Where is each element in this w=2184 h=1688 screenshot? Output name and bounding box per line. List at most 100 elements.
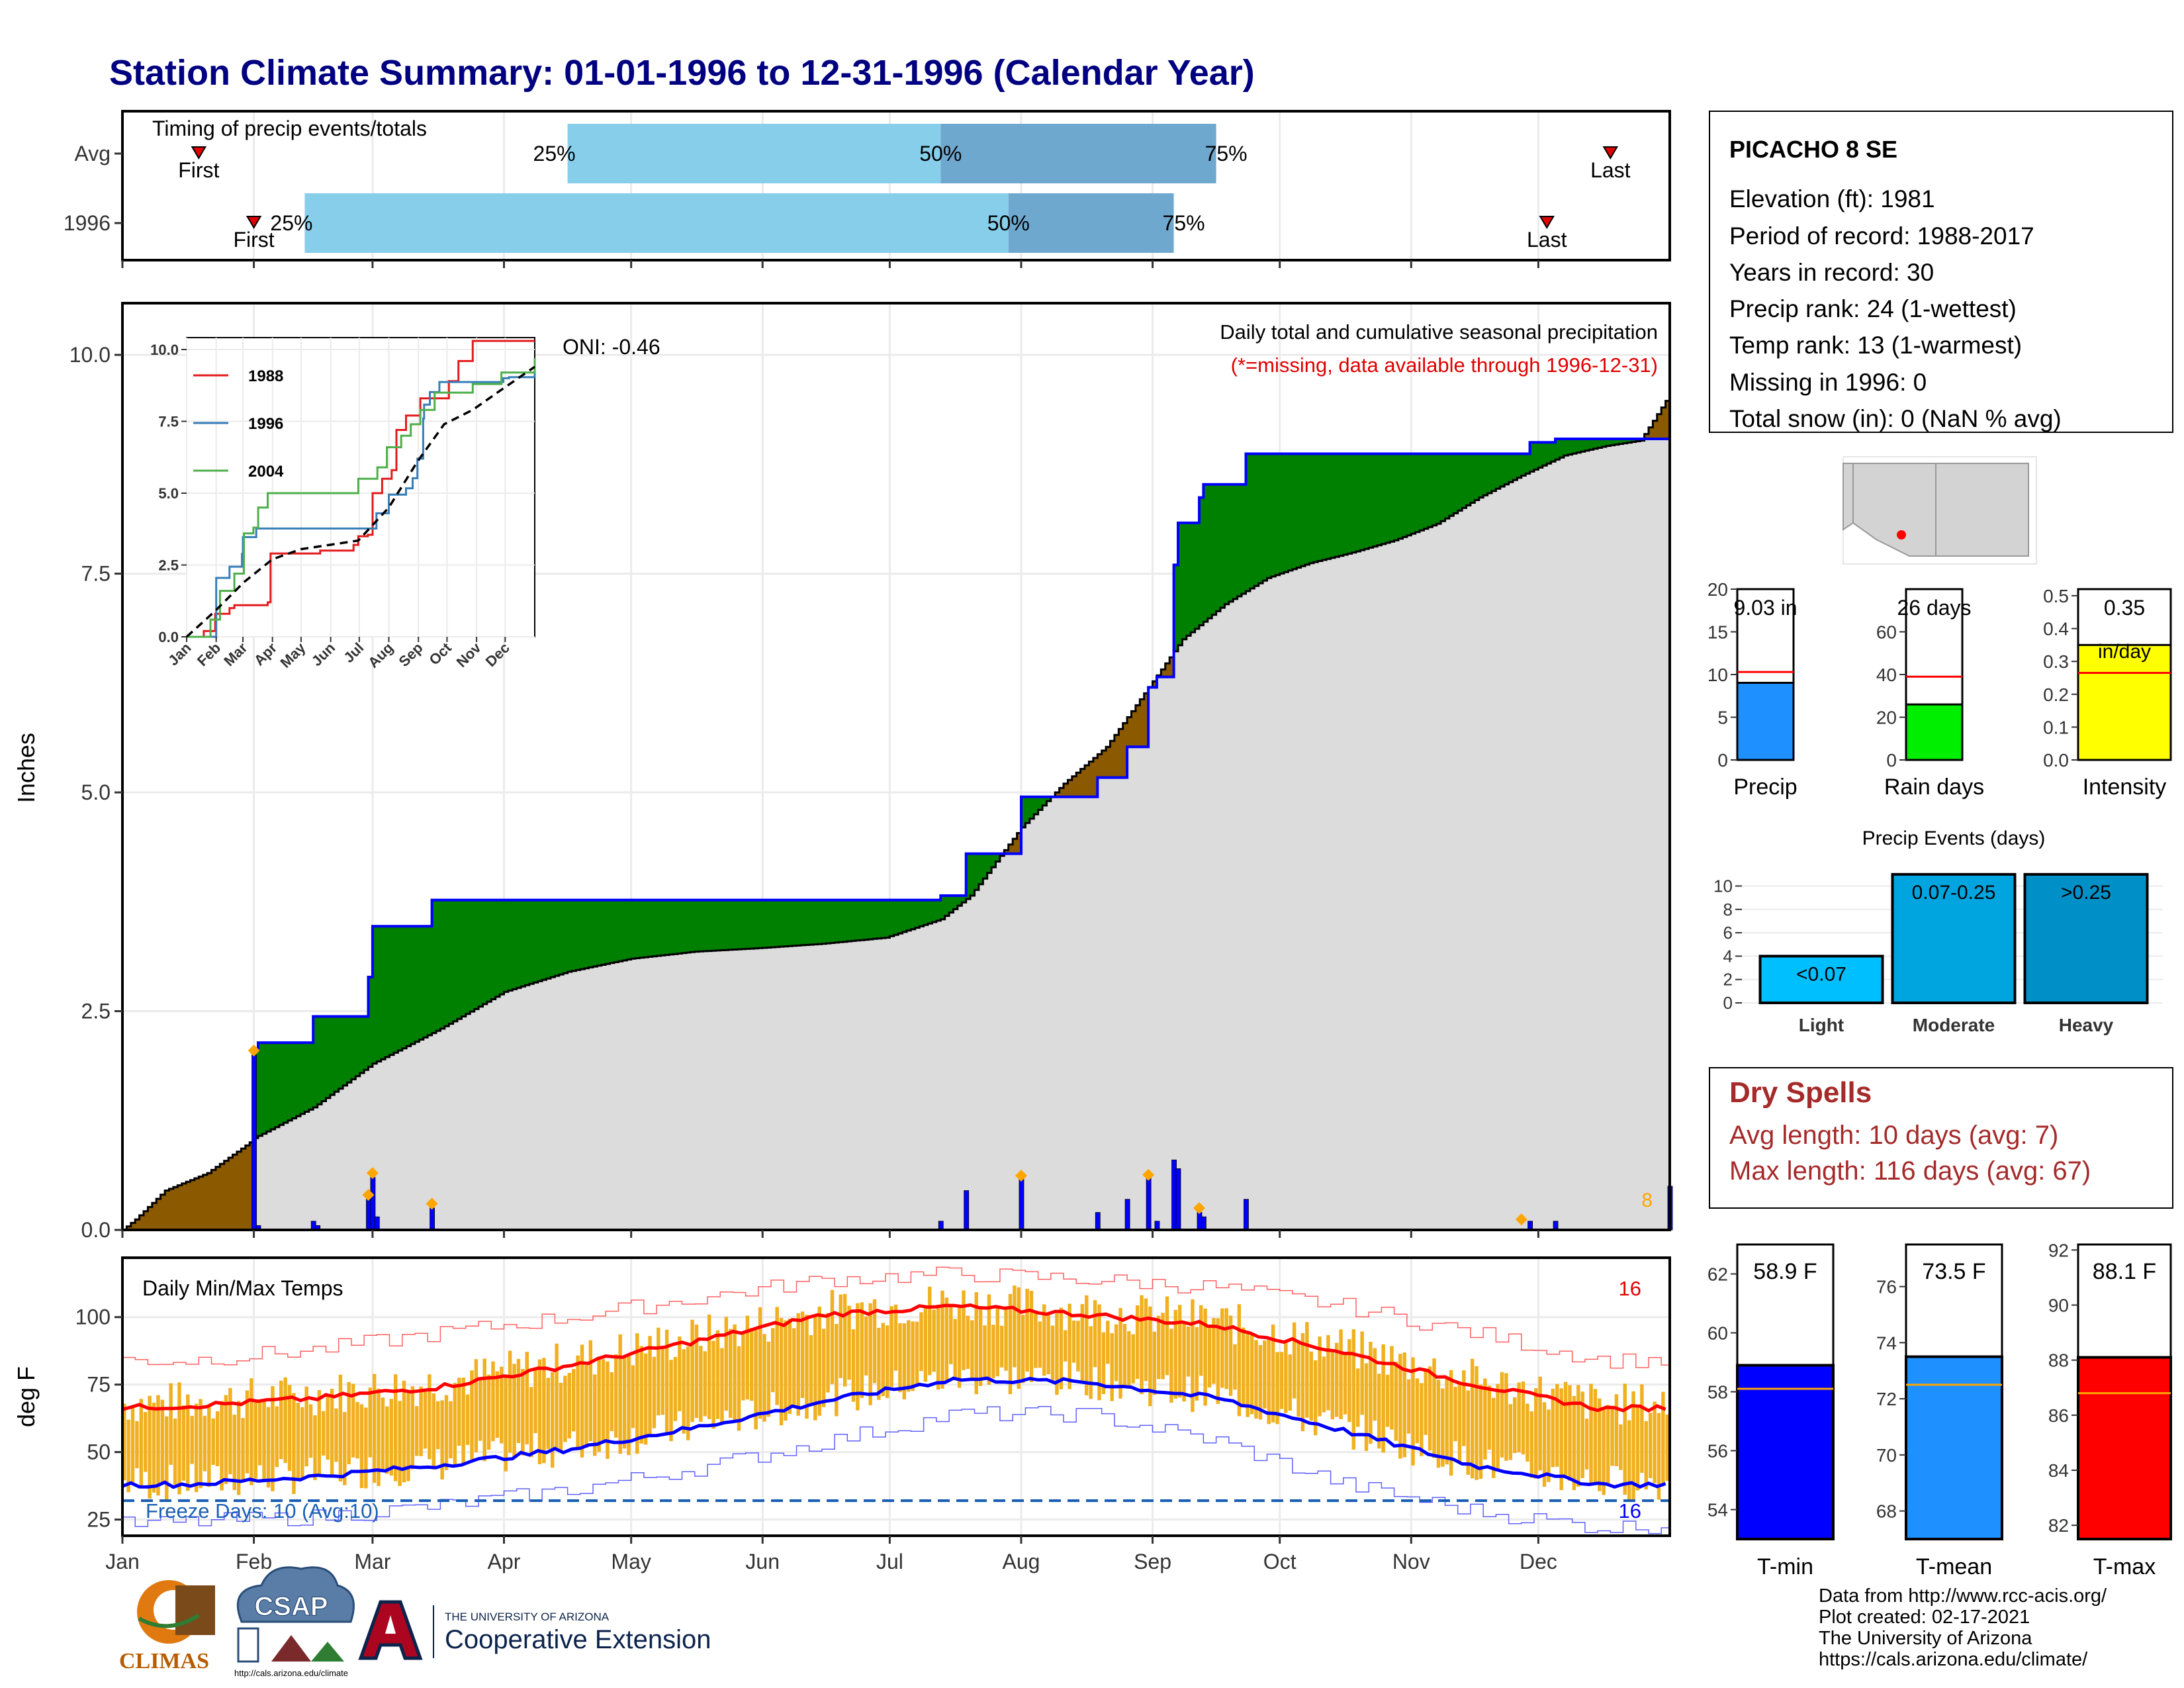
above-normal-fill <box>881 900 886 939</box>
timing-q75-label: 75% <box>1163 211 1205 235</box>
extreme-precip-marker <box>366 1167 379 1180</box>
daily-temp-bar <box>139 1399 144 1486</box>
above-normal-fill <box>1334 453 1340 557</box>
precip-stat-ytick-label: 0.4 <box>2043 619 2069 639</box>
above-normal-fill <box>1589 438 1594 450</box>
below-normal-fill <box>135 1219 140 1230</box>
daily-temp-bar <box>690 1319 694 1423</box>
timing-bar-q25-q50 <box>304 193 1009 253</box>
above-normal-fill <box>406 926 412 1047</box>
daily-temp-bar <box>1381 1344 1385 1453</box>
daily-temp-bar <box>1614 1394 1619 1467</box>
daily-temp-bar <box>1555 1383 1559 1467</box>
daily-temp-bar <box>1411 1357 1415 1466</box>
daily-temp-bar <box>1135 1305 1140 1380</box>
daily-temp-bar <box>1106 1321 1110 1364</box>
above-normal-fill <box>1466 453 1471 506</box>
above-normal-fill <box>1195 522 1200 629</box>
daily-temp-bar <box>1059 1307 1064 1389</box>
below-normal-fill <box>1169 657 1175 677</box>
below-normal-fill <box>1097 754 1103 778</box>
daily-temp-bar <box>1080 1303 1085 1384</box>
daily-temp-bar <box>529 1387 533 1458</box>
daily-temp-bar <box>491 1361 495 1442</box>
below-normal-fill <box>152 1203 157 1230</box>
station-temp-rank: Temp rank: 13 (1-warmest) <box>1729 332 2022 359</box>
daily-temp-bar <box>898 1323 902 1393</box>
daily-temp-bar <box>199 1399 203 1489</box>
daily-temp-bar <box>728 1329 733 1418</box>
daily-temp-bar <box>1297 1342 1300 1417</box>
below-normal-fill <box>1093 757 1098 797</box>
above-normal-fill <box>1309 453 1314 563</box>
daily-temp-bar <box>423 1391 428 1449</box>
daily-precip-bar <box>1201 1216 1206 1231</box>
temp-stat-bar <box>1905 1355 2003 1541</box>
daily-temp-bar <box>1101 1332 1106 1394</box>
daily-temp-bar <box>1563 1382 1568 1477</box>
daily-temp-bar <box>678 1336 682 1411</box>
above-normal-fill <box>1610 438 1615 445</box>
above-normal-fill <box>1483 453 1488 496</box>
temp-ytick-label: 100 <box>75 1305 111 1329</box>
above-normal-fill <box>414 926 420 1042</box>
below-normal-fill <box>148 1207 153 1230</box>
daily-temp-bar <box>1377 1374 1381 1449</box>
daily-temp-bar <box>1279 1352 1284 1409</box>
station-missing: Missing in 1996: 0 <box>1729 369 1927 396</box>
daily-temp-bar <box>148 1395 152 1499</box>
daily-temp-bar <box>156 1395 160 1496</box>
above-normal-fill <box>355 1016 361 1076</box>
daily-temp-bar <box>245 1390 250 1474</box>
above-normal-fill <box>1258 453 1263 584</box>
above-normal-fill <box>622 900 627 961</box>
daily-temp-bar <box>406 1389 410 1481</box>
precip-events-ytick-label: 6 <box>1723 923 1733 943</box>
above-normal-fill <box>690 900 696 953</box>
above-normal-fill <box>322 1016 327 1102</box>
daily-temp-bar <box>1610 1405 1614 1466</box>
above-normal-fill <box>1436 453 1441 524</box>
above-normal-fill <box>775 900 780 947</box>
daily-precip-bar <box>1146 1177 1152 1231</box>
below-normal-fill <box>199 1176 204 1230</box>
daily-temp-bar <box>1390 1346 1394 1430</box>
daily-temp-bar <box>1653 1401 1657 1483</box>
above-normal-fill <box>266 1043 271 1132</box>
below-normal-fill <box>1101 750 1107 778</box>
below-normal-fill <box>173 1187 178 1230</box>
above-normal-fill <box>1508 453 1514 483</box>
below-normal-fill <box>1135 705 1140 747</box>
daily-temp-bar <box>1182 1323 1186 1402</box>
daily-temp-bar <box>1420 1383 1424 1456</box>
daily-temp-bar <box>715 1330 720 1419</box>
station-precip-rank: Precip rank: 24 (1-wettest) <box>1729 295 2017 322</box>
above-normal-fill <box>1373 453 1378 547</box>
daily-temp-bar <box>1195 1327 1199 1401</box>
temp-stat-ytick-label: 82 <box>2048 1515 2069 1536</box>
temp-ytick-label: 75 <box>87 1373 111 1397</box>
daily-temp-bar <box>1114 1324 1118 1382</box>
observed-cumulative-line <box>122 438 1670 1231</box>
above-normal-fill <box>1263 453 1268 581</box>
above-normal-fill <box>699 900 704 952</box>
daily-temp-bar <box>389 1399 393 1476</box>
above-normal-fill <box>889 900 895 937</box>
daily-temp-bar <box>720 1348 724 1425</box>
daily-temp-bar <box>1326 1335 1330 1411</box>
above-normal-fill <box>750 900 755 949</box>
daily-temp-bar <box>893 1304 898 1371</box>
daily-temp-bar <box>809 1335 813 1403</box>
csap-logo: CSAP http://cals.arizona.edu/climate <box>234 1566 355 1678</box>
temp-stat-value: 88.1 F <box>2093 1259 2156 1284</box>
daily-temp-bar <box>1169 1329 1173 1403</box>
daily-temp-bar <box>1351 1329 1356 1450</box>
above-normal-fill <box>660 900 666 956</box>
below-normal-fill <box>220 1164 225 1230</box>
above-normal-fill <box>1534 442 1539 470</box>
timing-bar-q25-q50 <box>567 124 941 183</box>
daily-temp-bar <box>440 1400 444 1479</box>
daily-temp-bar <box>660 1348 664 1415</box>
credits-line-3: The University of Arizona <box>1819 1628 2032 1649</box>
above-normal-fill <box>919 900 925 927</box>
